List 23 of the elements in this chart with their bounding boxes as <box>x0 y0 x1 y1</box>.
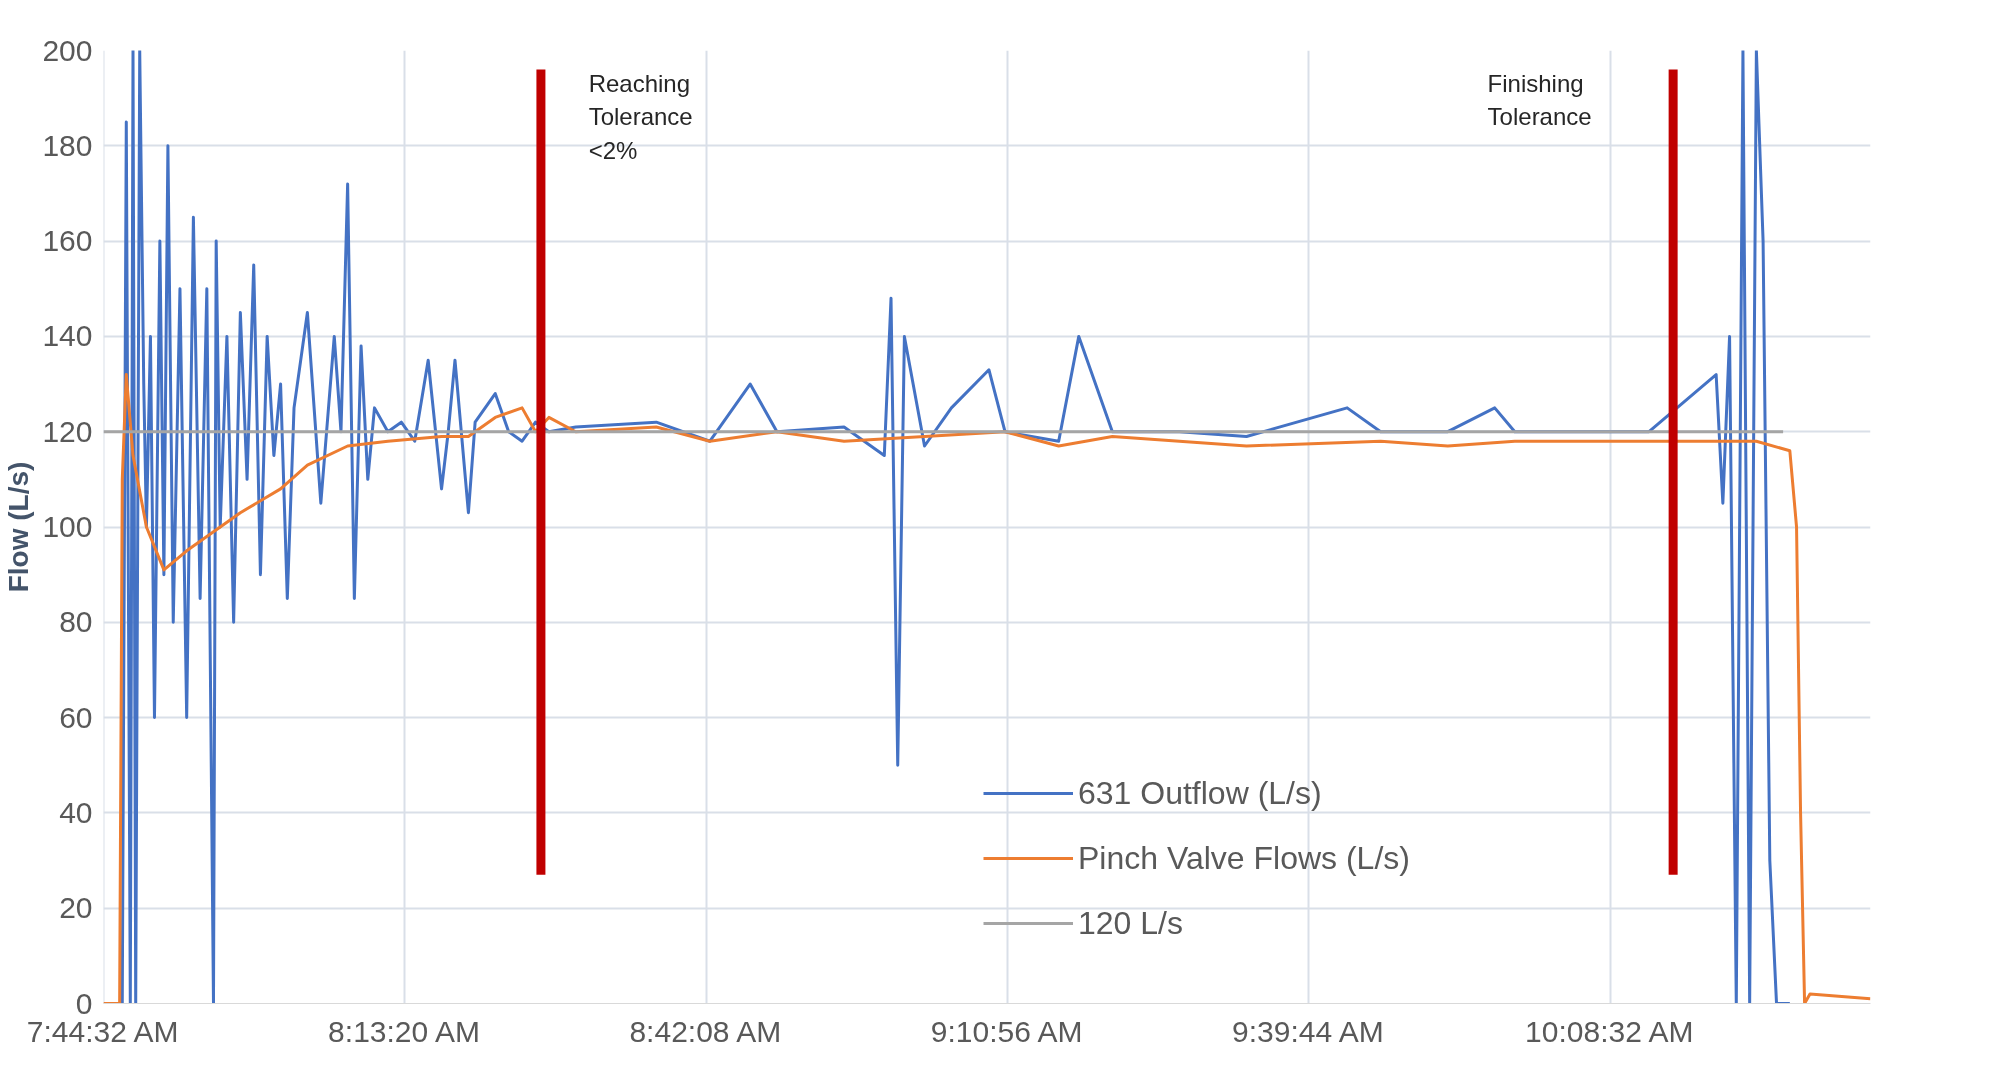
y-tick-label: 20 <box>59 891 93 925</box>
y-tick-label: 140 <box>42 319 93 353</box>
y-axis-title: Flow (L/s) <box>3 461 35 593</box>
line-series <box>103 373 1871 1004</box>
y-tick-label: 80 <box>59 605 93 639</box>
y-tick-label: 60 <box>59 700 93 734</box>
x-tick-label: 8:42:08 AM <box>629 1014 782 1048</box>
y-tick-label: 200 <box>42 33 93 67</box>
legend-label: Pinch Valve Flows (L/s) <box>1078 838 1410 878</box>
x-tick-label: 9:39:44 AM <box>1232 1014 1384 1048</box>
y-tick-label: 160 <box>42 224 93 258</box>
legend-label: 631 Outflow (L/s) <box>1078 773 1322 813</box>
y-tick-label: 100 <box>42 510 93 543</box>
legend-label: 120 L/s <box>1078 903 1183 943</box>
annotation: Reaching Tolerance <2% <box>588 69 693 165</box>
y-tick-label: 180 <box>42 128 93 162</box>
annotation: Finishing Tolerance <box>1487 69 1592 131</box>
x-tick-label: 10:08:32 AM <box>1525 1014 1694 1048</box>
y-tick-label: 120 <box>42 414 93 448</box>
x-tick-label: 9:10:56 AM <box>930 1014 1083 1048</box>
x-tick-label: 8:13:20 AM <box>328 1014 480 1048</box>
line-series <box>120 50 1792 1004</box>
y-tick-label: 40 <box>59 795 93 829</box>
